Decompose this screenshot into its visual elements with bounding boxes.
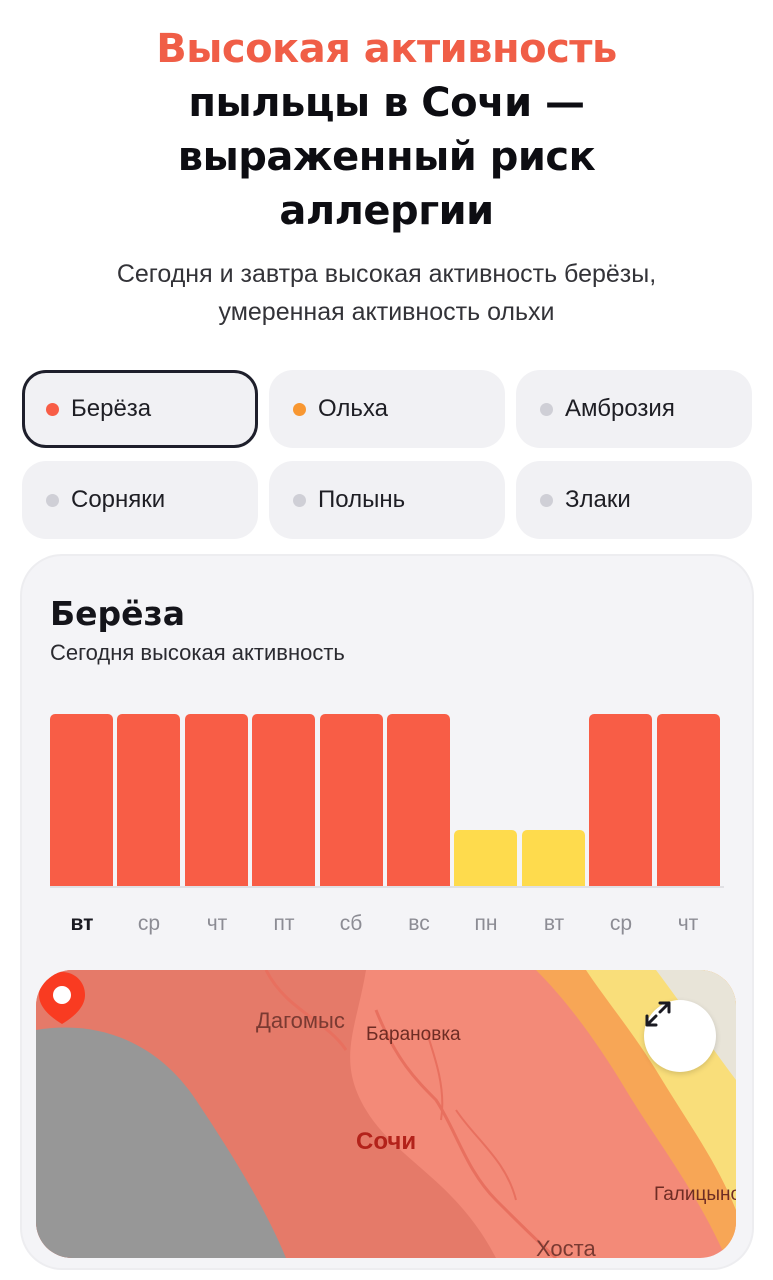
- pollen-forecast-card: Берёза Сегодня высокая активность вт ср чт…: [22, 556, 752, 1268]
- plant-chip-label: Ольха: [318, 395, 388, 422]
- plant-chip-grasses[interactable]: Злаки: [516, 461, 752, 539]
- plant-chip-label: Берёза: [71, 395, 152, 422]
- level-dot: [293, 493, 306, 507]
- chart-day-label: чт: [206, 912, 228, 935]
- subtitle-line: умеренная активность ольхи: [218, 298, 555, 326]
- headline-line: аллергии: [279, 188, 494, 234]
- chart-day-label: пн: [474, 912, 498, 935]
- page-subtitle: Сегодня и завтра высокая активность берё…: [0, 255, 773, 331]
- level-dot: [46, 493, 59, 507]
- chart-bar: [454, 830, 517, 888]
- headline-accent: Высокая активность: [156, 26, 617, 72]
- chart-bar: [320, 714, 383, 888]
- map-label-dagomys: Дагомыс: [256, 1008, 345, 1033]
- map-label-khosta: Хоста: [536, 1236, 596, 1258]
- plant-chip-birch[interactable]: Берёза: [22, 370, 258, 448]
- chart-day-label: ср: [137, 912, 161, 935]
- level-dot: [46, 402, 59, 416]
- plant-chip-label: Сорняки: [71, 486, 166, 513]
- pollen-map[interactable]: Дагомыс Барановка Сочи Галицыно Хоста: [36, 970, 736, 1258]
- chart-bar: [185, 714, 248, 888]
- map-label-baranovka: Барановка: [366, 1024, 461, 1045]
- page-headline: Высокая активность пыльцы в Сочи — выраж…: [0, 22, 773, 238]
- chart-day-label: вс: [408, 912, 430, 935]
- headline-line: пыльцы в Сочи —: [188, 80, 585, 126]
- chart-day-label: вт: [543, 912, 565, 935]
- chart-bar: [522, 830, 585, 888]
- chart-bar: [657, 714, 720, 888]
- chart-bar: [117, 714, 180, 888]
- level-dot: [293, 402, 306, 416]
- chart-bar: [50, 714, 113, 888]
- headline-line: выраженный риск: [177, 134, 596, 180]
- chart-day-label: пт: [273, 912, 295, 935]
- chart-day-label: чт: [677, 912, 699, 935]
- map-label-sochi: Сочи: [356, 1128, 417, 1155]
- chart-day-label: ср: [609, 912, 633, 935]
- plant-chip-alder[interactable]: Ольха: [269, 370, 505, 448]
- plant-chip-wormwood[interactable]: Полынь: [269, 461, 505, 539]
- location-pin-icon: [39, 972, 85, 1024]
- forecast-bar-chart: [50, 706, 724, 888]
- chart-day-label: вт: [70, 912, 94, 935]
- chart-day-labels: вт ср чт пт сб вс пн вт ср чт: [50, 912, 724, 942]
- level-dot: [540, 402, 553, 416]
- map-regions: [36, 970, 736, 1258]
- chart-bar: [589, 714, 652, 888]
- chart-day-label: сб: [339, 912, 363, 935]
- chart-baseline: [50, 886, 724, 888]
- plant-chip-weeds[interactable]: Сорняки: [22, 461, 258, 539]
- plant-chip-ambrosia[interactable]: Амброзия: [516, 370, 752, 448]
- map-label-galitsyno: Галицыно: [654, 1184, 736, 1205]
- plant-chip-label: Амброзия: [565, 395, 675, 422]
- chart-bar: [252, 714, 315, 888]
- expand-icon: [645, 1001, 671, 1027]
- card-title: Берёза: [50, 594, 185, 633]
- card-subtitle: Сегодня высокая активность: [50, 640, 345, 665]
- level-dot: [540, 493, 553, 507]
- plant-chip-label: Злаки: [565, 486, 631, 513]
- subtitle-line: Сегодня и завтра высокая активность берё…: [116, 260, 657, 288]
- chart-bar: [387, 714, 450, 888]
- map-expand-button[interactable]: [644, 1000, 716, 1072]
- plant-chip-label: Полынь: [318, 486, 406, 513]
